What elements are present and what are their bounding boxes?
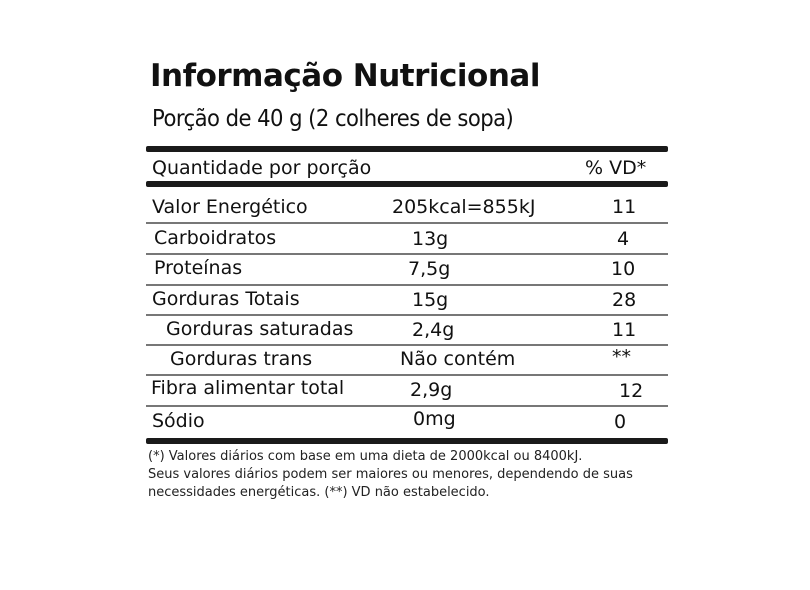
divider-thick bbox=[146, 146, 668, 152]
nutrient-vd: 0 bbox=[614, 411, 627, 433]
divider bbox=[146, 405, 668, 407]
footnote-line: (*) Valores diários com base em uma diet… bbox=[148, 449, 583, 464]
divider bbox=[146, 222, 668, 224]
nutrient-amount: 2,9g bbox=[410, 379, 453, 401]
nutrient-name: Fibra alimentar total bbox=[151, 377, 345, 399]
divider-thick bbox=[146, 181, 668, 187]
nutrient-amount: 2,4g bbox=[412, 319, 455, 341]
nutrient-vd: 11 bbox=[612, 319, 637, 341]
nutrient-amount: 15g bbox=[412, 289, 449, 311]
divider bbox=[146, 284, 668, 286]
nutrient-vd: 11 bbox=[612, 196, 637, 218]
header-vd: % VD* bbox=[585, 157, 647, 179]
footnote: (*) Valores diários com base em uma diet… bbox=[148, 448, 633, 502]
divider bbox=[146, 253, 668, 255]
nutrient-amount: 13g bbox=[412, 228, 449, 250]
nutrient-name: Gorduras saturadas bbox=[166, 318, 354, 340]
footnote-line: necessidades energéticas. (**) VD não es… bbox=[148, 485, 490, 500]
header-quantity: Quantidade por porção bbox=[152, 157, 372, 179]
nutrient-vd: 4 bbox=[617, 228, 630, 250]
nutrient-vd: 10 bbox=[611, 258, 636, 280]
nutrient-name: Sódio bbox=[152, 410, 205, 432]
nutrient-amount: 205kcal=855kJ bbox=[392, 196, 536, 218]
divider bbox=[146, 314, 668, 316]
nutrient-name: Valor Energético bbox=[152, 196, 308, 218]
nutrient-amount: 0mg bbox=[413, 408, 456, 430]
divider-thick bbox=[146, 438, 668, 444]
divider bbox=[146, 344, 668, 346]
divider bbox=[146, 374, 668, 376]
nutrient-name: Gorduras Totais bbox=[152, 288, 300, 310]
portion-size: Porção de 40 g (2 colheres de sopa) bbox=[152, 106, 514, 132]
nutrient-vd: 12 bbox=[619, 380, 644, 402]
label-title: Informação Nutricional bbox=[150, 58, 540, 94]
nutrient-amount: Não contém bbox=[400, 348, 516, 370]
nutrient-vd: ** bbox=[612, 346, 631, 368]
nutrient-vd: 28 bbox=[612, 289, 637, 311]
nutrient-name: Proteínas bbox=[154, 257, 243, 279]
nutrient-name: Carboidratos bbox=[154, 227, 277, 249]
nutrient-name: Gorduras trans bbox=[170, 348, 313, 370]
footnote-line: Seus valores diários podem ser maiores o… bbox=[148, 467, 633, 482]
nutrient-amount: 7,5g bbox=[408, 258, 451, 280]
